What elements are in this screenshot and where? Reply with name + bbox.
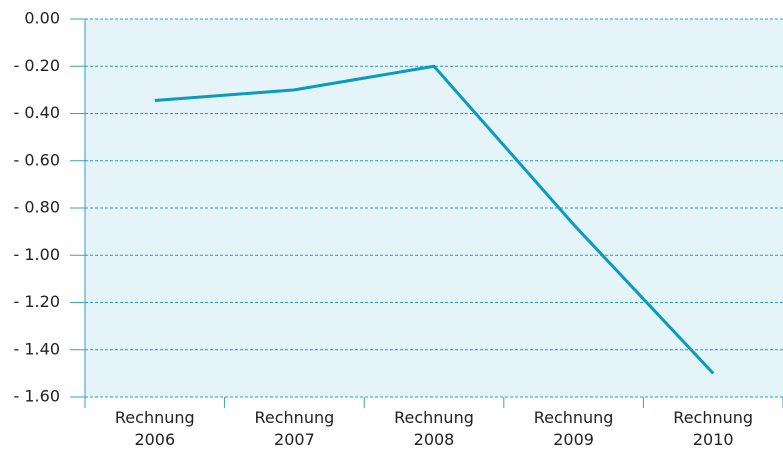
y-tick-label: - 0.40 xyxy=(14,103,60,122)
x-tick-label: Rechnung 2006 xyxy=(114,408,195,449)
y-tick-label: - 0.80 xyxy=(14,198,60,217)
x-tick-label: Rechnung 2008 xyxy=(394,408,474,449)
data-line xyxy=(154,64,715,375)
y-tick-label: - 1.40 xyxy=(14,339,60,358)
y-tick-label: - 0.20 xyxy=(14,56,60,75)
y-tick-label: - 1.20 xyxy=(14,292,60,311)
y-tick-label: - 0.60 xyxy=(14,150,60,169)
y-tick-label: - 1.60 xyxy=(14,387,60,406)
x-tick-label: Rechnung 2010 xyxy=(673,408,754,449)
y-tick-label: 0.00 xyxy=(24,9,60,28)
plot-area xyxy=(85,19,783,397)
x-tick-label: Rechnung 2009 xyxy=(533,408,614,449)
x-tick-label: Rechnung 2007 xyxy=(254,408,335,449)
y-tick-label: - 1.00 xyxy=(14,245,60,264)
